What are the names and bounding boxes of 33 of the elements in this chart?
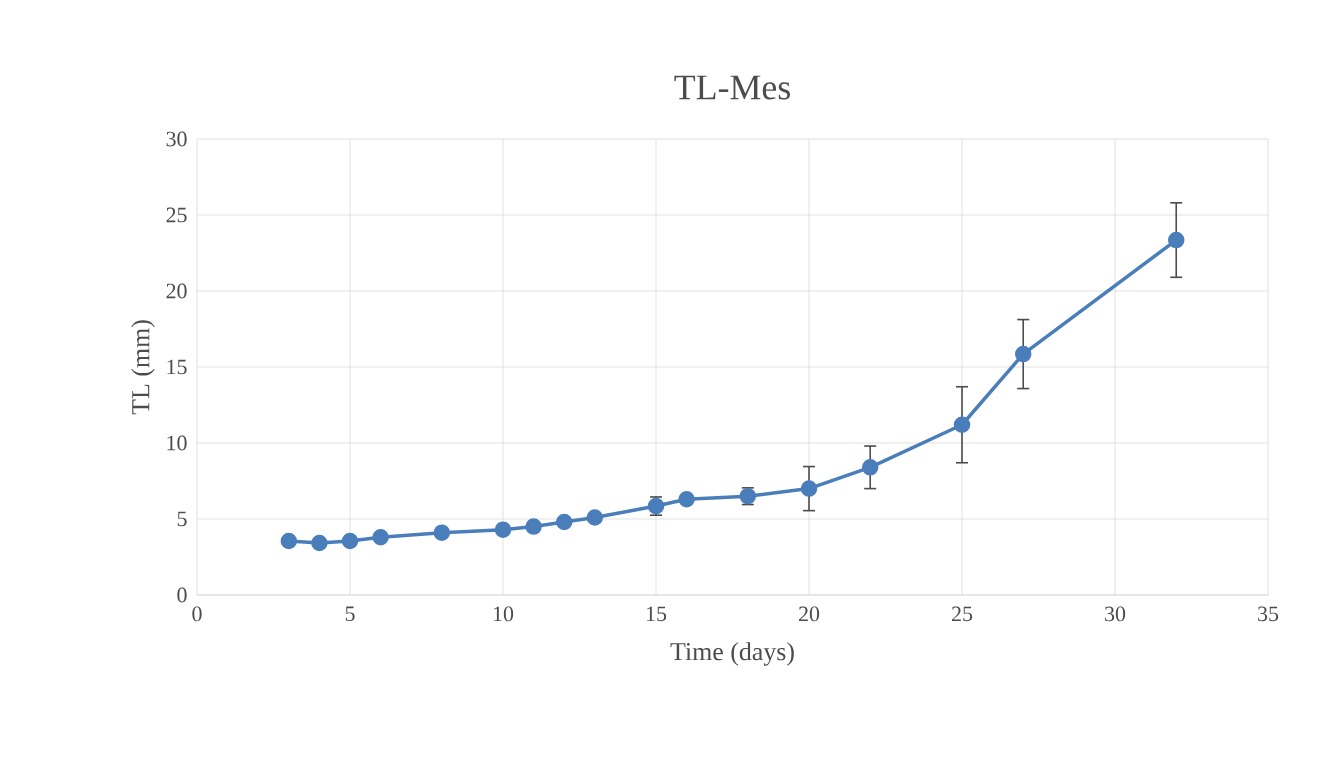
y-axis-title: TL (mm) — [131, 320, 155, 415]
point — [311, 534, 328, 552]
y-tick-label: 30 — [166, 131, 187, 147]
y-tick-label: 10 — [167, 435, 187, 451]
point — [494, 521, 512, 538]
y-tick-label: 25 — [166, 207, 187, 223]
x-tick-label: 10 — [493, 606, 514, 622]
x-tick-label: 30 — [1105, 606, 1126, 622]
x-tick-label: 0 — [192, 606, 202, 622]
x-tick-label: 15 — [646, 606, 667, 622]
y-tick-label: 15 — [167, 359, 187, 375]
point — [800, 480, 818, 497]
x-tick-label: 35 — [1258, 606, 1279, 622]
x-tick-label: 5 — [345, 606, 355, 622]
point — [1167, 231, 1185, 249]
x-tick-label: 20 — [799, 606, 820, 622]
chart-title: TL-Mes — [674, 75, 790, 100]
point — [525, 518, 542, 535]
point — [555, 513, 573, 531]
point — [280, 532, 298, 550]
point — [586, 509, 604, 526]
point — [433, 524, 451, 541]
y-tick-label: 5 — [177, 511, 187, 527]
point — [372, 528, 389, 546]
point — [678, 490, 695, 508]
point — [341, 532, 359, 550]
x-axis-title: Time (days) — [670, 642, 794, 666]
y-tick-label: 20 — [166, 283, 187, 299]
point — [861, 459, 879, 476]
y-tick-label: 0 — [177, 587, 187, 603]
x-tick-label: 25 — [952, 606, 973, 622]
point — [1014, 345, 1032, 363]
point — [953, 416, 971, 433]
